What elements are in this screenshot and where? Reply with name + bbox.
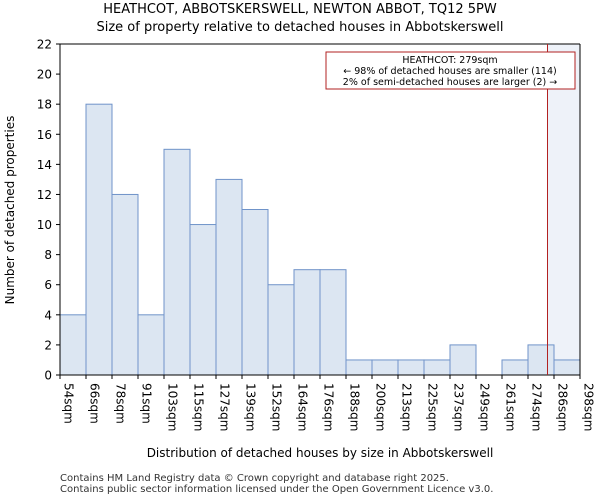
footer-copyright: Contains HM Land Registry data © Crown c… — [60, 473, 449, 484]
x-tick-label: 286sqm — [556, 383, 570, 431]
y-tick-label: 0 — [44, 369, 52, 383]
y-tick-label: 10 — [37, 218, 52, 232]
y-tick-label: 14 — [37, 158, 52, 172]
histogram-bar — [267, 284, 295, 376]
x-tick-label: 200sqm — [374, 383, 388, 431]
x-tick-label: 127sqm — [218, 383, 232, 431]
histogram-bar — [397, 359, 425, 376]
y-tick-label: 8 — [44, 248, 52, 262]
annotation-line-2: ← 98% of detached houses are smaller (11… — [343, 66, 556, 77]
histogram-chart: 0 2 4 6 8 10 12 14 16 18 20 22 54sqm 66sqm 78sqm 91sqm 1… — [3, 38, 596, 461]
annotation-box — [325, 51, 576, 90]
chart-title: HEATHCOT, ABBOTSKERSWELL, NEWTON ABBOT, … — [103, 2, 497, 17]
x-tick-label: 176sqm — [322, 383, 336, 431]
histogram-bar — [111, 193, 139, 376]
x-tick-label: 115sqm — [192, 383, 206, 431]
histogram-bar — [449, 344, 477, 376]
x-tick-label: 152sqm — [270, 383, 284, 431]
x-tick-label: 249sqm — [478, 383, 492, 431]
histogram-bar — [527, 344, 555, 376]
x-axis-label: Distribution of detached houses by size … — [147, 446, 494, 460]
x-tick-label: 139sqm — [244, 383, 258, 431]
histogram-bar — [501, 359, 529, 376]
x-tick-label: 274sqm — [530, 383, 544, 431]
histogram-bar — [371, 359, 399, 376]
x-tick-label: 66sqm — [88, 383, 102, 424]
x-tick-label: 164sqm — [296, 383, 310, 431]
annotation-line-3: 2% of semi-detached houses are larger (2… — [343, 77, 557, 88]
x-tick-label: 298sqm — [582, 383, 596, 431]
footer-licence: Contains public sector information licen… — [60, 484, 494, 495]
y-tick-label: 4 — [44, 308, 52, 322]
x-tick-label: 237sqm — [452, 383, 466, 431]
y-tick-label: 18 — [37, 98, 52, 112]
histogram-bar — [85, 103, 113, 376]
histogram-bar — [319, 269, 347, 376]
histogram-bar — [553, 359, 581, 376]
x-tick-label: 78sqm — [114, 383, 128, 424]
x-tick-label: 261sqm — [504, 383, 518, 431]
y-tick-label: 16 — [37, 128, 52, 142]
y-axis-label: Number of detached properties — [3, 116, 17, 305]
annotation-line-1: HEATHCOT: 279sqm — [402, 55, 497, 66]
x-tick-label: 225sqm — [426, 383, 440, 431]
x-tick-label: 91sqm — [140, 383, 154, 424]
histogram-bar — [137, 314, 165, 376]
histogram-bar — [215, 178, 243, 376]
y-tick-label: 2 — [44, 338, 52, 352]
y-tick-label: 12 — [37, 188, 52, 202]
subject-shaded-region — [547, 44, 580, 375]
x-tick-label: 103sqm — [166, 383, 180, 431]
y-tick-label: 22 — [37, 38, 52, 52]
x-tick-label: 54sqm — [62, 383, 76, 424]
y-tick-label: 20 — [37, 68, 52, 82]
histogram-bar — [293, 269, 321, 376]
chart-subtitle: Size of property relative to detached ho… — [96, 20, 504, 35]
histogram-bar — [59, 314, 87, 376]
histogram-bar — [423, 359, 451, 376]
histogram-bar — [189, 224, 217, 376]
x-tick-label: 213sqm — [400, 383, 414, 431]
y-tick-label: 6 — [44, 278, 52, 292]
histogram-bar — [345, 359, 373, 376]
x-tick-label: 188sqm — [348, 383, 362, 431]
histogram-bar — [241, 209, 269, 376]
histogram-bar — [163, 148, 191, 376]
